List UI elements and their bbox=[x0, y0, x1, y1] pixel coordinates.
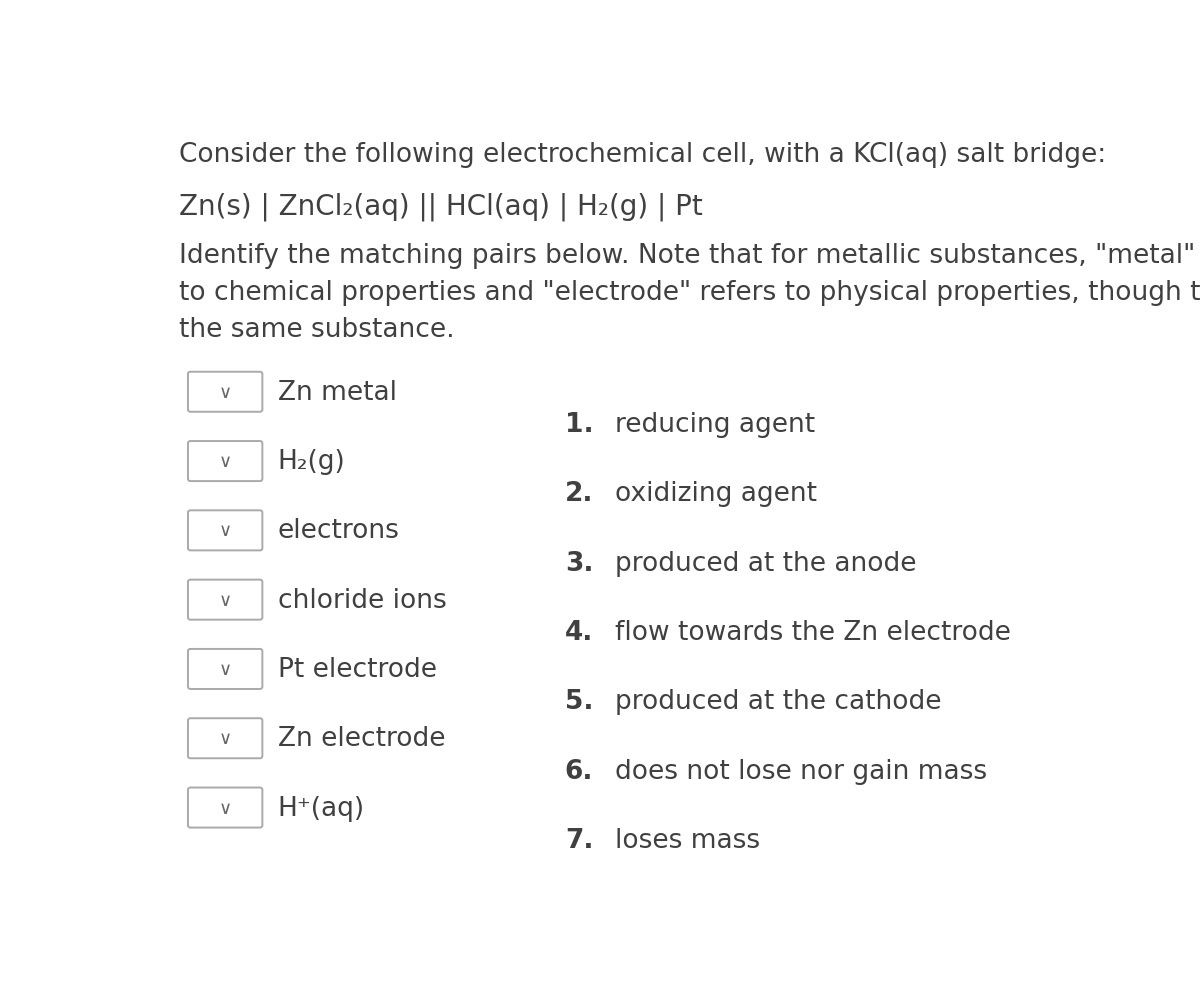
Text: ∨: ∨ bbox=[218, 384, 232, 402]
Text: chloride ions: chloride ions bbox=[278, 587, 446, 613]
Text: 3.: 3. bbox=[565, 550, 593, 577]
Text: Zn metal: Zn metal bbox=[278, 380, 397, 406]
Text: H⁺(aq): H⁺(aq) bbox=[278, 795, 365, 821]
Text: Identify the matching pairs below. Note that for metallic substances, "metal" re: Identify the matching pairs below. Note … bbox=[180, 243, 1200, 342]
Text: 7.: 7. bbox=[565, 827, 593, 853]
Text: ∨: ∨ bbox=[218, 799, 232, 817]
FancyBboxPatch shape bbox=[188, 373, 263, 413]
Text: ∨: ∨ bbox=[218, 591, 232, 609]
FancyBboxPatch shape bbox=[188, 649, 263, 689]
Text: produced at the cathode: produced at the cathode bbox=[616, 689, 942, 715]
FancyBboxPatch shape bbox=[188, 787, 263, 828]
Text: Zn(s) | ZnCl₂(aq) || HCl(aq) | H₂(g) | Pt: Zn(s) | ZnCl₂(aq) || HCl(aq) | H₂(g) | P… bbox=[180, 193, 703, 221]
Text: Zn electrode: Zn electrode bbox=[278, 726, 445, 751]
FancyBboxPatch shape bbox=[188, 580, 263, 620]
Text: flow towards the Zn electrode: flow towards the Zn electrode bbox=[616, 619, 1010, 645]
Text: Consider the following electrochemical cell, with a KCl(aq) salt bridge:: Consider the following electrochemical c… bbox=[180, 142, 1106, 168]
Text: 5.: 5. bbox=[565, 689, 593, 715]
Text: 2.: 2. bbox=[565, 481, 593, 507]
FancyBboxPatch shape bbox=[188, 441, 263, 481]
Text: reducing agent: reducing agent bbox=[616, 412, 815, 437]
Text: does not lose nor gain mass: does not lose nor gain mass bbox=[616, 757, 988, 784]
Text: ∨: ∨ bbox=[218, 730, 232, 747]
Text: oxidizing agent: oxidizing agent bbox=[616, 481, 817, 507]
FancyBboxPatch shape bbox=[188, 719, 263, 758]
Text: ∨: ∨ bbox=[218, 660, 232, 678]
Text: produced at the anode: produced at the anode bbox=[616, 550, 917, 577]
FancyBboxPatch shape bbox=[188, 511, 263, 551]
Text: ∨: ∨ bbox=[218, 522, 232, 540]
Text: electrons: electrons bbox=[278, 518, 400, 544]
Text: loses mass: loses mass bbox=[616, 827, 760, 853]
Text: ∨: ∨ bbox=[218, 452, 232, 470]
Text: 1.: 1. bbox=[565, 412, 593, 437]
Text: 4.: 4. bbox=[565, 619, 593, 645]
Text: H₂(g): H₂(g) bbox=[278, 448, 346, 474]
Text: Pt electrode: Pt electrode bbox=[278, 656, 437, 682]
Text: 6.: 6. bbox=[565, 757, 593, 784]
